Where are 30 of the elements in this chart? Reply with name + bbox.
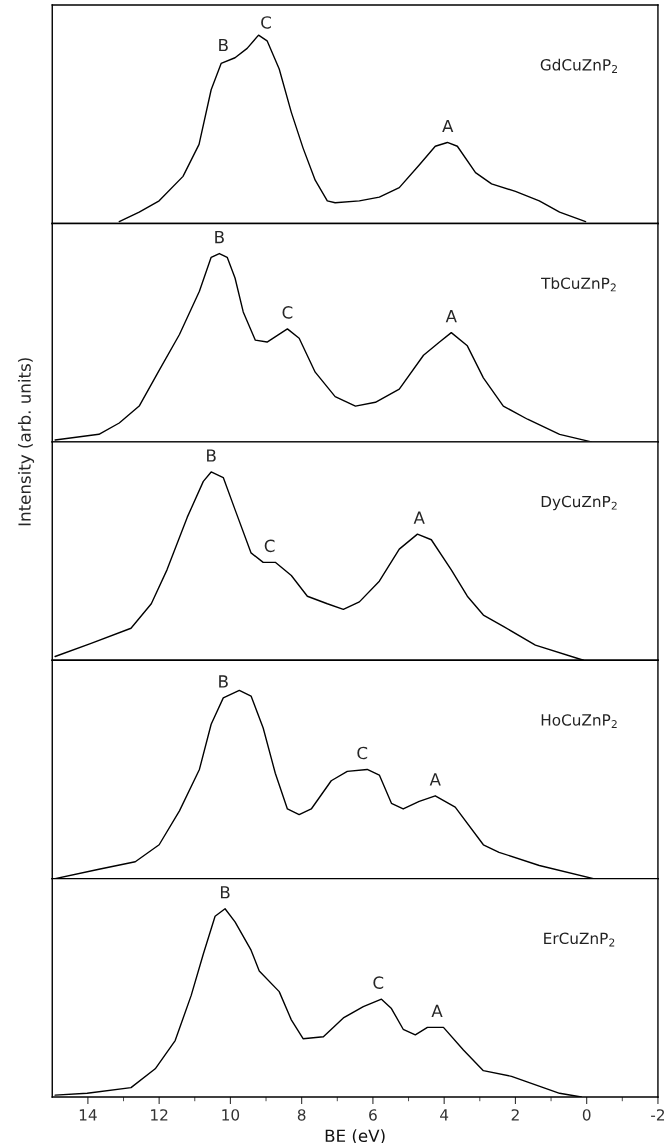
annotation: A — [413, 511, 425, 524]
annotation: A — [431, 1004, 443, 1017]
annotation: C — [282, 306, 293, 319]
annotation: A — [445, 310, 457, 323]
y-axis-title: Intensity (arb. units) — [17, 358, 35, 526]
annotation: ErCuZnP$_{2}$ — [544, 932, 615, 947]
annotation: B — [219, 38, 228, 52]
annotation: B — [219, 675, 228, 688]
x-tick-label: 14 — [79, 1109, 97, 1121]
annotation: HoCuZnP$_{2}$ — [541, 714, 617, 728]
annotation: A — [429, 773, 441, 786]
x-tick-label: 4 — [440, 1109, 449, 1121]
annotation: B — [207, 449, 216, 462]
x-tick-label: -2 — [651, 1109, 665, 1121]
annotation: C — [261, 16, 271, 29]
annotation: TbCuZnP$_{2}$ — [541, 277, 616, 292]
x-tick-label: 6 — [369, 1109, 377, 1121]
annotation: GdCuZnP$_{2}$ — [540, 58, 617, 73]
x-tick-label: 0 — [582, 1109, 591, 1121]
annotation: DyCuZnP$_{2}$ — [541, 495, 617, 511]
annotation: B — [220, 886, 230, 899]
annotation: C — [264, 539, 275, 553]
x-tick-label: 12 — [151, 1109, 168, 1121]
annotation: C — [373, 976, 384, 989]
x-tick-label: 2 — [511, 1109, 519, 1121]
x-tick-label: 10 — [222, 1109, 240, 1121]
annotation: B — [215, 231, 224, 244]
annotation: A — [442, 119, 454, 133]
x-tick-label: 8 — [297, 1109, 306, 1121]
annotation: C — [357, 746, 368, 760]
